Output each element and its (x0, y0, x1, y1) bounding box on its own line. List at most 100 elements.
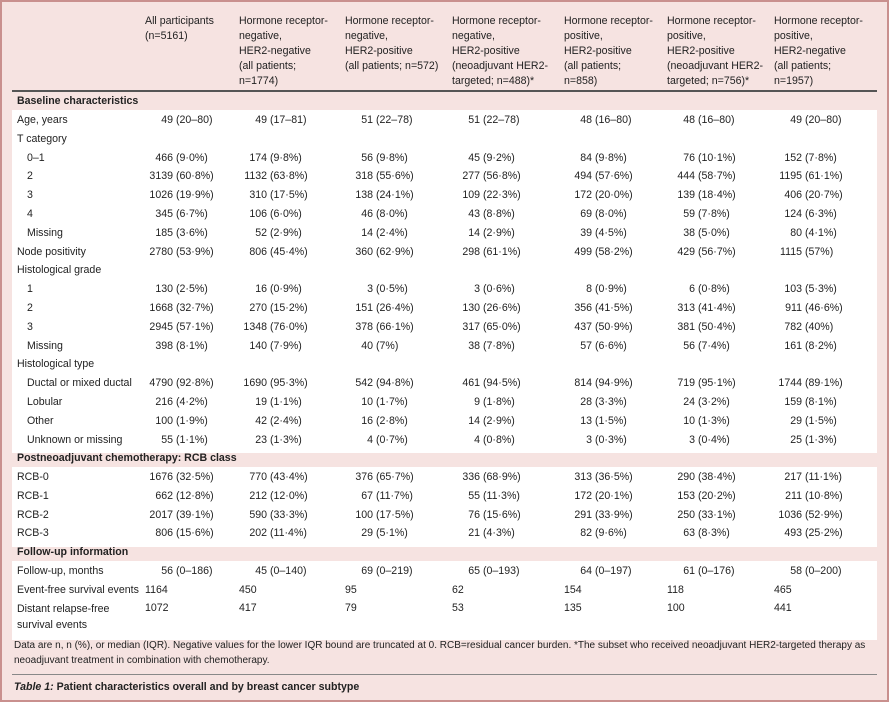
column-header: Hormone receptor- positive, HER2-negativ… (774, 15, 863, 87)
table-cell: 291 (33·9%) (562, 506, 632, 524)
table-cell: 1668 (32·7%) (143, 299, 213, 317)
table-cell: 10 (1·3%) (665, 412, 730, 430)
cell-count: 65 (468, 565, 480, 577)
cell-count: 2945 (149, 320, 173, 333)
row-label: Ductal or mixed ductal (27, 377, 132, 390)
cell-count: 2780 (149, 245, 173, 258)
cell-count: 55 (161, 433, 173, 446)
table-cell: 1026 (19·9%) (143, 186, 213, 204)
cell-count: 46 (361, 208, 373, 220)
table-cell: 202 (11·4%) (237, 524, 307, 542)
table-cell: 770 (43·4%) (237, 468, 307, 486)
table-cell: 49 (20–80) (143, 111, 212, 129)
cell-count: 356 (574, 302, 592, 314)
table-cell: 95 (345, 583, 357, 596)
cell-count: 124 (784, 208, 802, 220)
row-label: 0–1 (27, 151, 45, 164)
table-cell: 49 (17–81) (237, 111, 306, 129)
table-row: Distant relapse-free survival events 1072… (12, 600, 877, 636)
table-row: 3 2945 (57·1%) 1348 (76·0%) 378 (66·1%) 317 (65·… (12, 318, 877, 336)
table-cell: 1115 (57%) (772, 243, 833, 261)
table-cell: 45 (0–140) (237, 562, 306, 580)
table-row: 1 130 (2·5%) 16 (0·9%) 3 (0·5%) 3 (0·6%) 8 (0·9%) 6… (12, 280, 877, 298)
cell-count: 58 (790, 565, 802, 577)
table-cell: 174 (9·8%) (237, 149, 301, 167)
table-cell: 3139 (60·8%) (143, 167, 213, 185)
table-cell: 25 (1·3%) (772, 431, 837, 449)
cell-count: 14 (468, 414, 480, 427)
table-cell: 152 (7·8%) (772, 149, 836, 167)
table-cell: 814 (94·9%) (562, 374, 632, 392)
cell-count: 52 (255, 226, 267, 239)
cell-count: 376 (355, 471, 373, 483)
cell-count: 444 (677, 170, 695, 183)
table-cell: 590 (33·3%) (237, 506, 307, 524)
cell-count: 84 (580, 151, 592, 164)
row-label: 2 (27, 302, 33, 314)
cell-count: 4 (367, 433, 373, 446)
table-cell: 494 (57·6%) (562, 167, 632, 185)
row-label: Distant relapse-free survival events (17, 602, 110, 631)
cell-count: 298 (462, 245, 480, 258)
row-label: Lobular (27, 396, 63, 408)
cell-count: 770 (249, 471, 267, 483)
table-cell: 719 (95·1%) (665, 374, 735, 392)
cell-count: 8 (586, 283, 592, 296)
cell-count: 45 (255, 565, 267, 577)
row-label: 3 (27, 320, 33, 333)
table-cell: 103 (5·3%) (772, 280, 836, 298)
table-row: Histological grade (12, 261, 877, 279)
cell-count: 55 (468, 489, 480, 502)
table-row: RCB-2 2017 (39·1%) 590 (33·3%) 100 (17·5%) 76 (1… (12, 506, 877, 524)
cell-count: 318 (355, 170, 373, 183)
cell-count: 494 (574, 170, 592, 183)
table-cell: 1036 (52·9%) (772, 506, 842, 524)
table-cell: 429 (56·7%) (665, 243, 735, 261)
table-cell: 1348 (76·0%) (237, 318, 307, 336)
cell-count: 1195 (779, 170, 802, 183)
cell-count: 13 (580, 414, 592, 427)
table-cell: 2780 (53·9%) (143, 243, 213, 261)
cell-count: 76 (683, 151, 695, 164)
cell-count: 138 (355, 189, 373, 202)
table-cell: 4 (0·8%) (450, 431, 515, 449)
table-cell: 406 (20·7%) (772, 186, 842, 204)
table-caption: Table 1: Patient characteristics overall… (14, 681, 359, 693)
cell-count: 48 (683, 114, 695, 126)
table-cell: 465 (774, 583, 792, 596)
cell-count: 59 (683, 208, 695, 220)
table-cell: 298 (61·1%) (450, 243, 520, 261)
cell-count: 159 (784, 396, 802, 408)
cell-count: 63 (683, 527, 695, 540)
cell-count: 14 (468, 226, 480, 239)
cell-count: 172 (574, 189, 592, 202)
cell-count: 493 (784, 527, 802, 540)
cell-count: 10 (361, 396, 373, 408)
cell-count: 69 (361, 565, 373, 577)
cell-count: 336 (462, 471, 480, 483)
cell-count: 4 (474, 433, 480, 446)
row-label: Age, years (17, 114, 68, 126)
table-cell: 3 (0·5%) (343, 280, 408, 298)
cell-count: 3 (367, 283, 373, 296)
cell-count: 3 (586, 433, 592, 446)
cell-count: 56 (361, 151, 373, 164)
table-cell: 139 (18·4%) (665, 186, 735, 204)
table-cell: 345 (6·7%) (143, 205, 207, 223)
cell-count: 56 (161, 565, 173, 577)
cell-count: 217 (784, 471, 802, 483)
table-cell: 290 (38·4%) (665, 468, 735, 486)
table-cell: 45 (9·2%) (450, 149, 515, 167)
cell-count: 250 (677, 508, 695, 521)
table-cell: 51 (22–78) (450, 111, 519, 129)
table-cell: 3 (0·4%) (665, 431, 730, 449)
cell-count: 151 (355, 302, 373, 314)
row-label: 4 (27, 208, 33, 220)
table-cell: 67 (11·7%) (343, 487, 413, 505)
table-cell: 76 (15·6%) (450, 506, 520, 524)
cell-count: 806 (155, 527, 173, 540)
table-cell: 51 (22–78) (343, 111, 412, 129)
cell-count: 48 (580, 114, 592, 126)
table-cell: 360 (62·9%) (343, 243, 413, 261)
cell-count: 139 (677, 189, 695, 202)
